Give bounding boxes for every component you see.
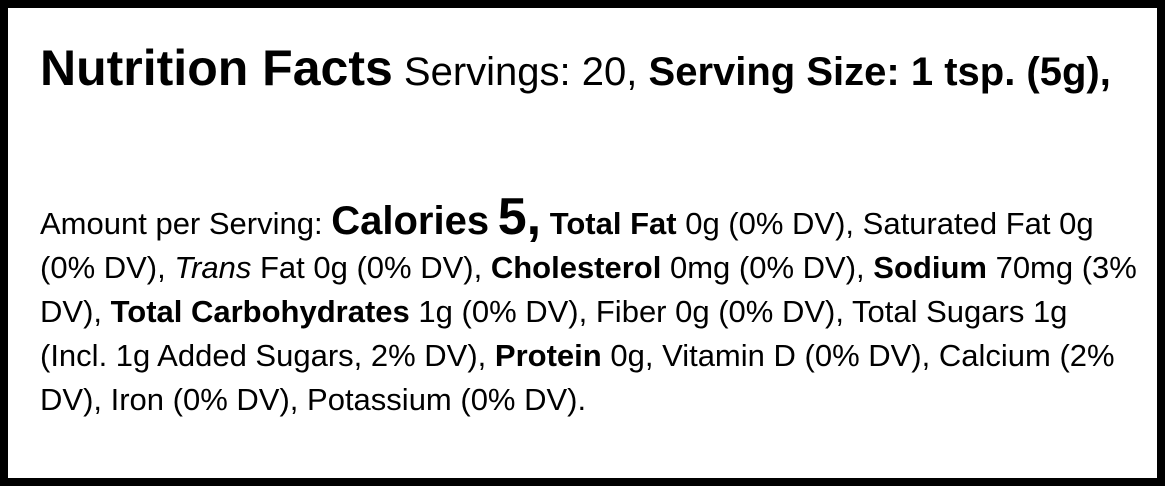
calcium-text: Calcium (2% DV),: [40, 338, 1115, 417]
vitamin-d-text: Vitamin D (0% DV),: [662, 338, 931, 373]
cholesterol-value: 0mg (0% DV),: [669, 250, 865, 285]
protein-label: Protein: [494, 338, 602, 373]
label-title: Nutrition Facts: [40, 40, 393, 96]
serving-size-label: Serving Size: 1: [648, 50, 934, 94]
total-carbohydrates-label: Total Carbohydrates: [110, 294, 410, 329]
total-fat-label: Total Fat: [549, 206, 677, 241]
cholesterol-label: Cholesterol: [490, 250, 662, 285]
saturated-fat-text: Saturated Fat 0g (0% DV),: [40, 206, 1094, 285]
calories-value: 5,: [497, 188, 542, 246]
serving-size-value: tsp. (5g),: [944, 50, 1111, 94]
protein-value: 0g,: [610, 338, 654, 373]
label-header: Nutrition Facts Servings: 20, Serving Si…: [40, 38, 1140, 102]
iron-text: Iron (0% DV),: [110, 382, 299, 417]
trans-fat-value: Fat 0g (0% DV),: [259, 250, 483, 285]
total-fat-value: 0g (0% DV),: [685, 206, 855, 241]
servings-text: Servings: 20,: [403, 50, 638, 94]
potassium-text: Potassium (0% DV).: [307, 382, 587, 417]
sodium-label: Sodium: [873, 250, 987, 285]
amount-intro: Amount per Serving:: [40, 206, 323, 241]
fiber-text: Fiber 0g (0% DV),: [595, 294, 844, 329]
sodium-value: 70mg (3% DV),: [40, 250, 1137, 329]
calories-label: Calories: [331, 199, 490, 243]
total-sugars-text: Total Sugars 1g (Incl. 1g Added Sugars, …: [40, 294, 1068, 373]
trans-label: Trans: [174, 250, 252, 285]
total-carbohydrates-value: 1g (0% DV),: [418, 294, 588, 329]
nutrient-paragraph: Amount per Serving: Calories 5, Total Fa…: [40, 191, 1140, 422]
